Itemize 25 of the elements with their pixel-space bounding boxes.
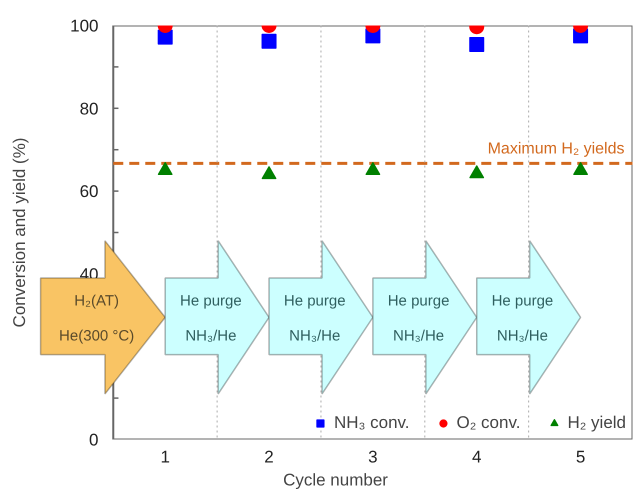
x-tick-label: 5 [576, 448, 586, 466]
annotation: He purge [492, 292, 554, 310]
y-axis-title: Conversion and yield (%) [10, 138, 30, 328]
x-axis-title: Cycle number [283, 470, 388, 490]
annotation: NH₃/He [393, 328, 444, 344]
x-tick-label: 4 [472, 448, 482, 466]
legend-label: H₂ yield [567, 413, 626, 433]
annotation: He purge [388, 292, 450, 310]
annotation: He(300 °C) [59, 328, 134, 344]
legend-label: NH₃ conv. [334, 413, 410, 433]
x-tick-label: 3 [368, 448, 378, 466]
y-tick-label: 60 [80, 182, 99, 202]
annotation: He purge [180, 292, 242, 310]
y-tick-label: 0 [89, 430, 99, 450]
x-tick-label: 2 [264, 448, 274, 466]
annotation: He purge [284, 292, 346, 310]
annotation: NH₃/He [185, 328, 236, 344]
x-tick-label: 1 [160, 448, 170, 466]
ref-line-label: Maximum H₂ yields [488, 140, 625, 158]
annotation: H₂(AT) [74, 292, 120, 310]
legend-label: O₂ conv. [456, 413, 520, 433]
annotation: NH₃/He [289, 328, 340, 344]
y-tick-label: 80 [80, 99, 99, 118]
annotation: NH₃/He [496, 328, 548, 344]
y-tick-label: 100 [70, 16, 99, 36]
